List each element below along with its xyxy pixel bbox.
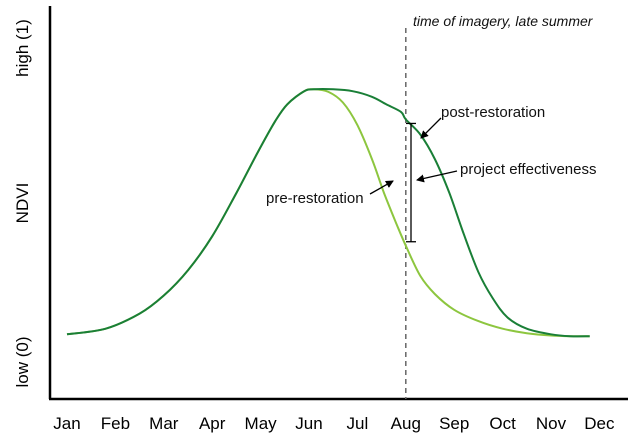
x-tick-label: Apr	[199, 414, 226, 433]
annotation-post-restoration: post-restoration	[441, 104, 545, 121]
x-tick-label: Nov	[536, 414, 567, 433]
x-tick-label: Dec	[584, 414, 615, 433]
annotation-project-effectiveness: project effectiveness	[460, 161, 596, 178]
annotation-pre-restoration: pre-restoration	[266, 190, 364, 207]
x-tick-label: Aug	[391, 414, 421, 433]
arrow-pre-restoration	[369, 180, 394, 195]
x-tick-label: Mar	[149, 414, 179, 433]
x-tick-label: May	[245, 414, 278, 433]
arrow-post-restoration	[420, 117, 442, 139]
effectiveness-bracket	[406, 122, 416, 243]
x-tick-label: Feb	[101, 414, 130, 433]
x-tick-label: Jan	[53, 414, 80, 433]
x-tick-label: Oct	[489, 414, 516, 433]
x-tick-label: Sep	[439, 414, 469, 433]
imagery-time-label: time of imagery, late summer	[413, 13, 594, 29]
series-line-post-restoration	[66, 88, 590, 338]
arrow-project-effectiveness	[416, 170, 458, 183]
x-tick-label: Jun	[295, 414, 322, 433]
x-tick-labels: Jan Feb Mar Apr May Jun Jul Aug Sep Oct Nov Dec	[53, 414, 615, 433]
y-axis-label: NDVI	[13, 183, 32, 224]
series-line-pre-restoration	[66, 88, 590, 338]
y-tick-label-bottom: low (0)	[13, 336, 32, 387]
x-tick-label: Jul	[347, 414, 369, 433]
y-tick-label-top: high (1)	[13, 19, 32, 77]
